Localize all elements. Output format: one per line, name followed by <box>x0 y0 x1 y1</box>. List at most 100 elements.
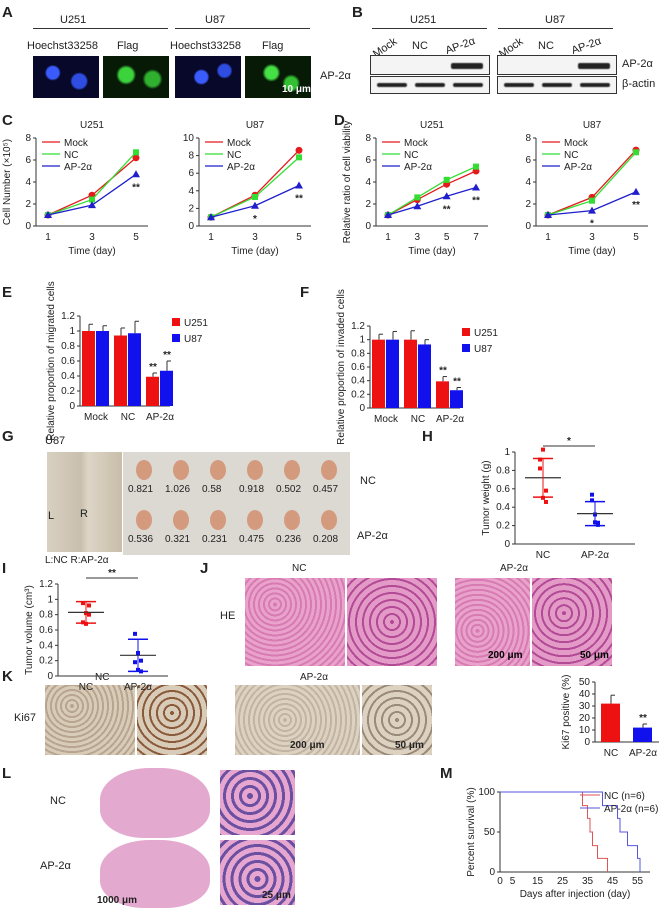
bar <box>404 339 417 408</box>
x-tick-label: AP-2α <box>436 414 464 425</box>
tumor-weight: 0.321 <box>165 534 191 545</box>
data-point <box>632 187 640 195</box>
x-axis-label: Time (day) <box>568 246 615 257</box>
significance-label: * <box>567 436 571 447</box>
row-label: NC <box>50 795 66 807</box>
y-tick-label: 20 <box>579 713 591 724</box>
x-tick-label: 15 <box>532 876 544 887</box>
data-point <box>139 658 143 663</box>
right-label: R <box>80 508 88 520</box>
x-tick-label: 1 <box>208 232 214 243</box>
tumor <box>247 510 263 530</box>
significance-label: ** <box>472 196 480 207</box>
data-point <box>590 498 594 503</box>
legend-entry: U87 <box>184 334 203 345</box>
chart-title: U87 <box>583 120 602 131</box>
x-tick-label: 0 <box>497 876 503 887</box>
x-tick-label: NC <box>79 682 93 693</box>
y-tick-label: 8 <box>188 151 194 162</box>
data-point <box>541 447 545 452</box>
row-label: HE <box>220 610 236 622</box>
tumor-weight: 0.502 <box>276 484 302 495</box>
data-point <box>84 621 88 626</box>
chart-title: U251 <box>420 120 444 131</box>
data-point <box>413 202 422 210</box>
tumor <box>136 460 152 480</box>
data-point <box>132 170 140 178</box>
legend-entry: U251 <box>184 318 208 329</box>
y-tick-label: 8 <box>365 133 371 144</box>
tumor <box>247 460 263 480</box>
y-axis-label: Tumor weight (g) <box>481 460 492 535</box>
y-tick-label: 0 <box>489 867 495 878</box>
tumor <box>173 460 189 480</box>
tumor <box>173 510 189 530</box>
lane-label: AP-2α <box>569 35 603 57</box>
x-tick-label: 7 <box>473 232 479 243</box>
y-tick-label: 0.4 <box>351 376 365 387</box>
data-point <box>414 194 421 201</box>
data-point <box>442 192 451 200</box>
stain-label: Flag <box>117 40 139 52</box>
x-tick-label: 5 <box>296 232 302 243</box>
data-point <box>544 488 548 493</box>
x-tick-label: 5 <box>133 232 139 243</box>
y-tick-label: 1.2 <box>61 311 75 322</box>
scatter-chart-H: 0 0.2 0.4 0.6 0.8 1 Tumor weight (g) NC AP-2α * <box>481 436 635 561</box>
y-tick-label: 2 <box>365 199 371 210</box>
data-point <box>538 457 542 462</box>
panel-label-l: L <box>2 765 12 782</box>
x-tick-label: Mock <box>84 412 109 423</box>
legend-entry: AP-2α (n=6) <box>604 804 658 815</box>
legend-entry: NC (n=6) <box>604 791 645 802</box>
bar <box>601 703 620 742</box>
tumor-photo <box>123 452 350 555</box>
bar <box>82 331 95 406</box>
y-tick-label: 8 <box>525 133 531 144</box>
row-label: AP-2α <box>357 530 388 542</box>
legend-label: L:NC R:AP-2α <box>45 555 109 566</box>
bar-chart-F: 0 0.2 0.4 0.6 0.8 1 1.2 Relative proportion of … <box>336 289 498 445</box>
cell-label: U87 <box>205 14 226 26</box>
y-tick-label: 50 <box>484 827 496 838</box>
data-point <box>81 601 85 606</box>
bar <box>450 390 463 408</box>
data-point <box>473 163 479 170</box>
y-tick-label: 0 <box>25 221 31 232</box>
bar <box>633 727 652 742</box>
y-axis-label: Relative proportion of invaded cells <box>336 289 347 445</box>
data-point <box>207 213 215 221</box>
legend-entry: Mock <box>227 138 252 149</box>
x-tick-label: NC <box>604 748 618 759</box>
legend-entry: NC <box>64 150 78 161</box>
tumor <box>284 510 300 530</box>
y-axis-label: Tumor volume (cm³) <box>24 585 35 675</box>
scale-bar-label: 200 μm <box>488 650 523 661</box>
y-tick-label: 2 <box>25 199 31 210</box>
y-tick-label: 0.2 <box>351 389 365 400</box>
series-line <box>387 166 477 216</box>
y-tick-label: 0 <box>69 401 75 412</box>
cell-label: U251 <box>410 14 437 26</box>
legend-entry: AP-2α <box>404 162 432 173</box>
x-tick-label: 3 <box>89 232 95 243</box>
significance-label: ** <box>639 713 647 724</box>
y-tick-label: 0 <box>584 737 590 748</box>
tumor-weight: 0.208 <box>313 534 339 545</box>
lane-label: NC <box>538 40 554 52</box>
flag-image <box>245 56 311 98</box>
bar <box>160 370 173 406</box>
x-tick-label: NC <box>411 414 425 425</box>
brain-zoom-ap <box>220 840 295 905</box>
x-tick-label: AP-2α <box>581 550 609 561</box>
data-point <box>295 146 303 154</box>
series-line <box>210 184 300 218</box>
significance-label: ** <box>132 182 140 193</box>
survival-curve <box>500 791 641 872</box>
cell-label: U87 <box>45 435 66 447</box>
bar <box>418 344 431 408</box>
scale-bar-label: 25 μm <box>262 890 291 901</box>
